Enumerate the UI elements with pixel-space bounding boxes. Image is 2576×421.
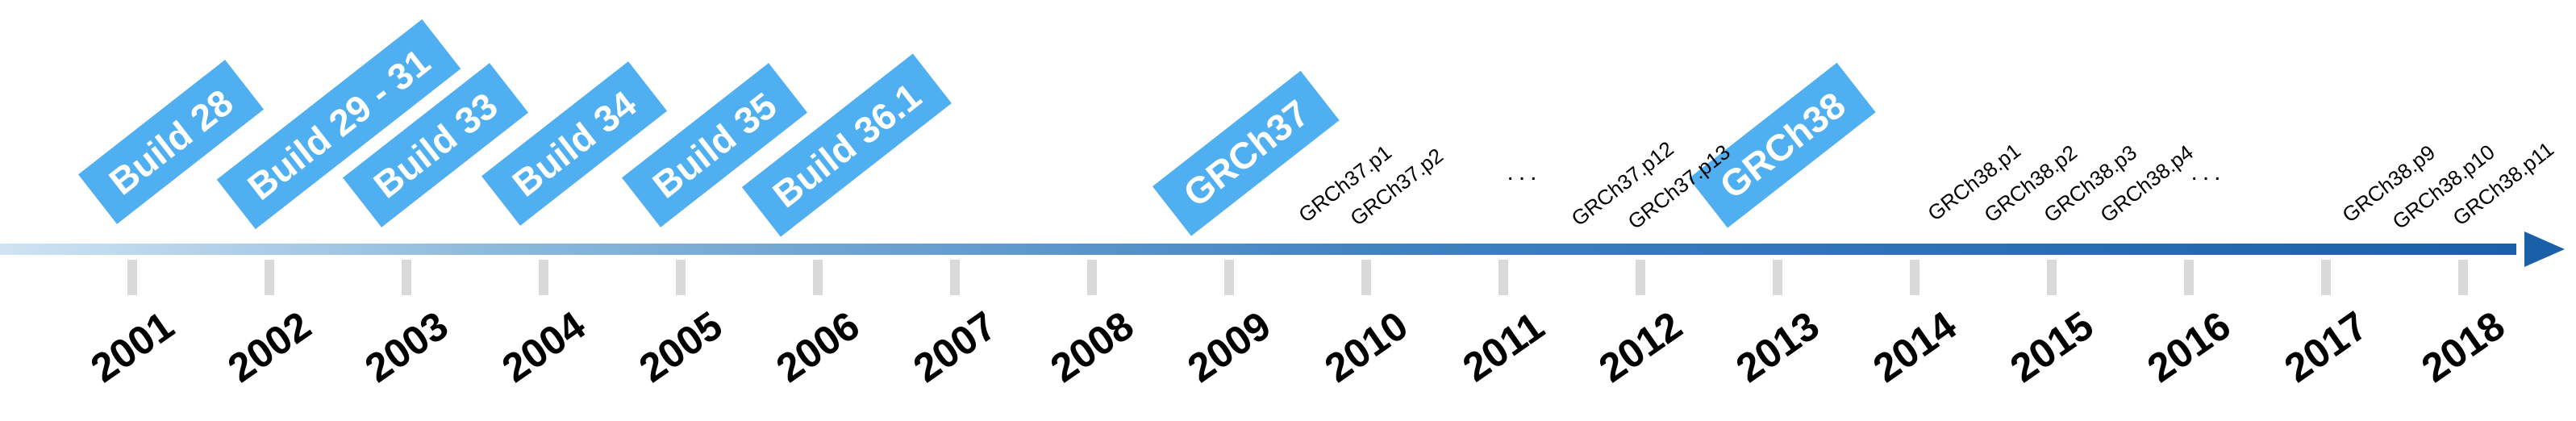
year-tick [2047, 260, 2057, 295]
year-label: 2008 [1042, 302, 1142, 391]
year-tick [1910, 260, 1919, 295]
year-label: 2015 [2002, 302, 2102, 391]
timeline-arrow-icon [2524, 231, 2565, 267]
year-tick [676, 260, 686, 295]
year-label: 2001 [82, 302, 182, 391]
year-tick [1361, 260, 1371, 295]
build-badge: Build 34 [481, 61, 668, 226]
year-label: 2012 [1590, 302, 1690, 391]
year-tick [1087, 260, 1097, 295]
year-tick [1498, 260, 1508, 295]
year-label: 2003 [356, 302, 456, 391]
year-label: 2004 [494, 302, 594, 391]
year-tick [127, 260, 137, 295]
year-label: 2014 [1865, 302, 1965, 391]
year-label: 2016 [2139, 302, 2239, 391]
year-label: 2013 [1728, 302, 1828, 391]
year-tick [539, 260, 548, 295]
year-label: 2006 [768, 302, 868, 391]
year-label: 2007 [905, 302, 1005, 391]
year-tick [2184, 260, 2194, 295]
year-tick [1224, 260, 1234, 295]
year-label: 2017 [2276, 302, 2376, 391]
year-label: 2010 [1316, 302, 1416, 391]
year-tick [1636, 260, 1645, 295]
year-tick [813, 260, 823, 295]
timeline-axis [0, 244, 2516, 255]
year-tick [2458, 260, 2468, 295]
year-tick [402, 260, 411, 295]
year-label: 2009 [1179, 302, 1279, 391]
year-tick [265, 260, 274, 295]
year-label: 2011 [1454, 302, 1553, 391]
ellipsis-marker: ... [1507, 159, 1542, 185]
year-tick [1773, 260, 1782, 295]
year-label: 2005 [631, 302, 731, 391]
year-tick [950, 260, 960, 295]
year-label: 2002 [219, 302, 319, 391]
year-tick [2321, 260, 2331, 295]
year-label: 2018 [2413, 302, 2513, 391]
ellipsis-marker: ... [2190, 159, 2226, 185]
